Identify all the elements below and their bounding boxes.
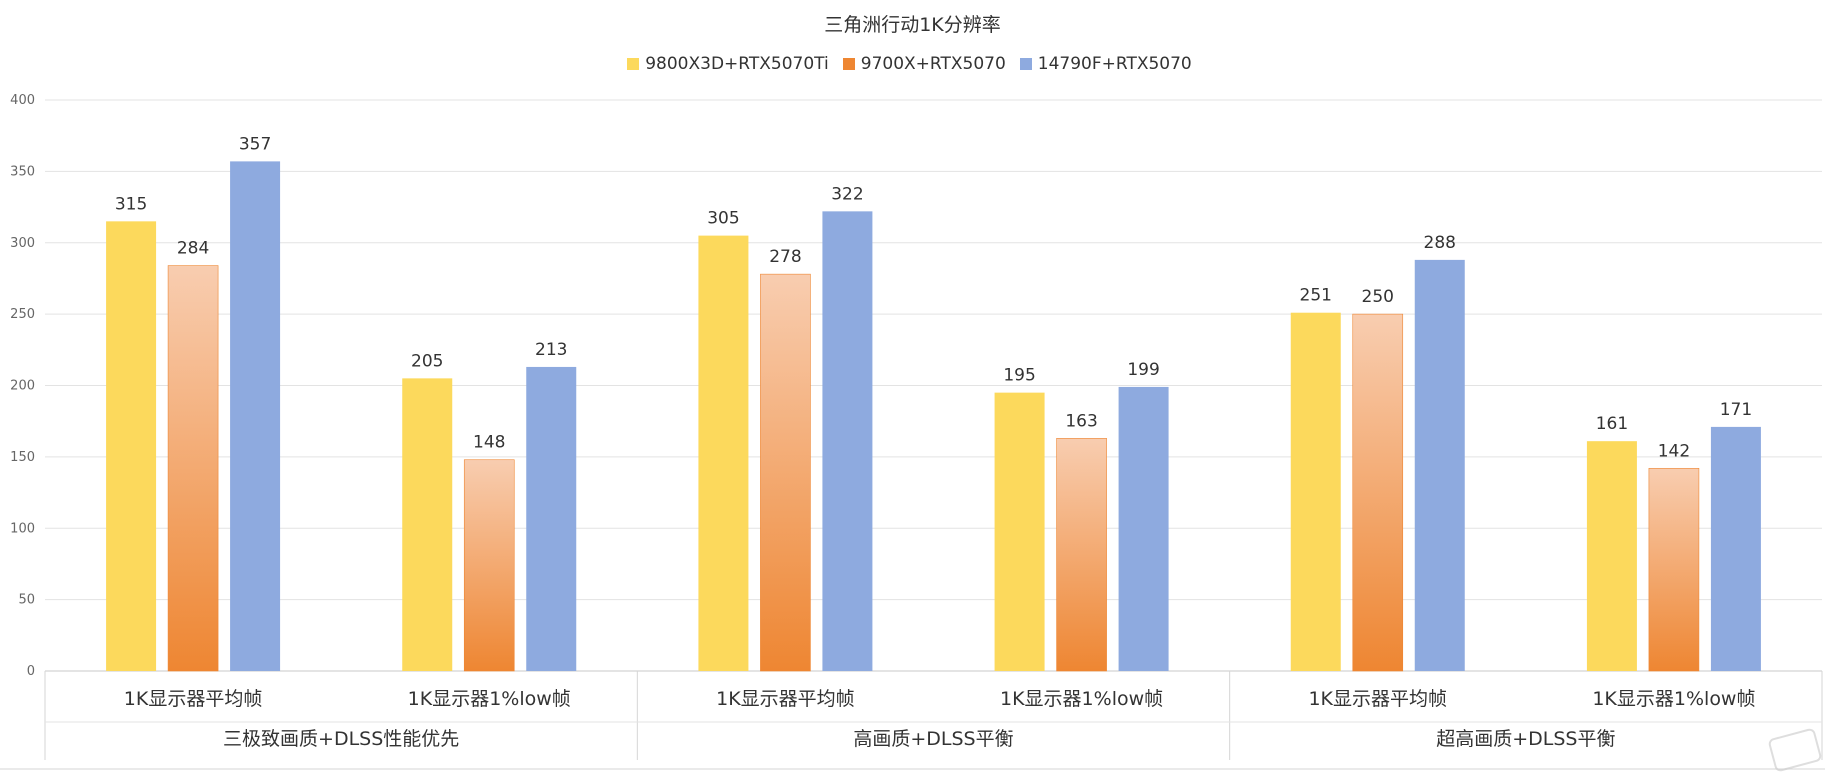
data-label: 357 [239,134,271,154]
x-tick-label: 1K显示器1%low帧 [1592,688,1755,710]
y-tick-label: 100 [10,521,35,536]
group-label: 三极致画质+DLSS性能优先 [223,728,459,750]
data-label: 305 [707,209,739,229]
bar [1290,312,1341,671]
bar [106,221,157,671]
data-label: 142 [1658,441,1690,461]
x-tick-label: 1K显示器1%low帧 [408,688,571,710]
y-tick-label: 0 [27,664,35,679]
bar [1710,426,1761,671]
y-tick-label: 400 [10,93,35,108]
chart-legend: 9800X3D+RTX5070Ti 9700X+RTX5070 14790F+R… [0,54,1825,74]
bar [1352,313,1404,672]
data-label: 288 [1424,233,1456,253]
data-label: 315 [115,194,147,214]
bar [1414,259,1465,671]
bar [1056,438,1107,672]
bar [760,273,811,672]
y-tick-label: 300 [10,236,35,251]
legend-item: 9700X+RTX5070 [842,54,1006,74]
bar [994,392,1045,671]
legend-label: 9700X+RTX5070 [860,54,1006,74]
bar [1586,441,1637,671]
x-tick-label: 1K显示器平均帧 [716,688,855,710]
y-tick-label: 350 [10,164,35,179]
bar [167,265,219,672]
data-label: 278 [769,247,801,267]
legend-swatch-series-0 [627,58,640,70]
data-label: 205 [411,351,443,371]
group-label: 超高画质+DLSS平衡 [1436,728,1615,750]
y-tick-label: 50 [18,593,35,608]
x-tick-label: 1K显示器平均帧 [1308,688,1447,710]
bar [402,378,453,671]
data-label: 163 [1065,411,1097,431]
data-label: 251 [1300,286,1332,306]
y-tick-label: 150 [10,450,35,465]
y-tick-label: 250 [10,307,35,322]
legend-item: 9800X3D+RTX5070Ti [627,54,829,74]
legend-swatch-series-2 [1019,58,1032,70]
bar [463,459,515,672]
bar [230,161,281,671]
bar [822,211,873,671]
x-tick-label: 1K显示器平均帧 [124,688,263,710]
x-tick-label: 1K显示器1%low帧 [1000,688,1163,710]
legend-swatch-series-1 [842,58,855,70]
data-label: 161 [1596,414,1628,434]
group-label: 高画质+DLSS平衡 [853,728,1013,750]
data-label: 250 [1362,287,1394,307]
data-label: 199 [1127,360,1159,380]
legend-item: 14790F+RTX5070 [1019,54,1192,74]
bar [1648,467,1700,672]
chart-title: 三角洲行动1K分辨率 [824,14,1001,36]
y-tick-label: 200 [10,379,35,394]
bar [698,235,749,672]
legend-label: 9800X3D+RTX5070Ti [645,54,829,74]
bar [526,366,577,671]
data-label: 195 [1003,366,1035,386]
data-label: 148 [473,433,505,453]
data-label: 171 [1720,400,1752,420]
data-label: 284 [177,239,209,259]
bar [1118,386,1169,671]
data-label: 322 [831,184,863,204]
legend-label: 14790F+RTX5070 [1037,54,1192,74]
data-label: 213 [535,340,567,360]
